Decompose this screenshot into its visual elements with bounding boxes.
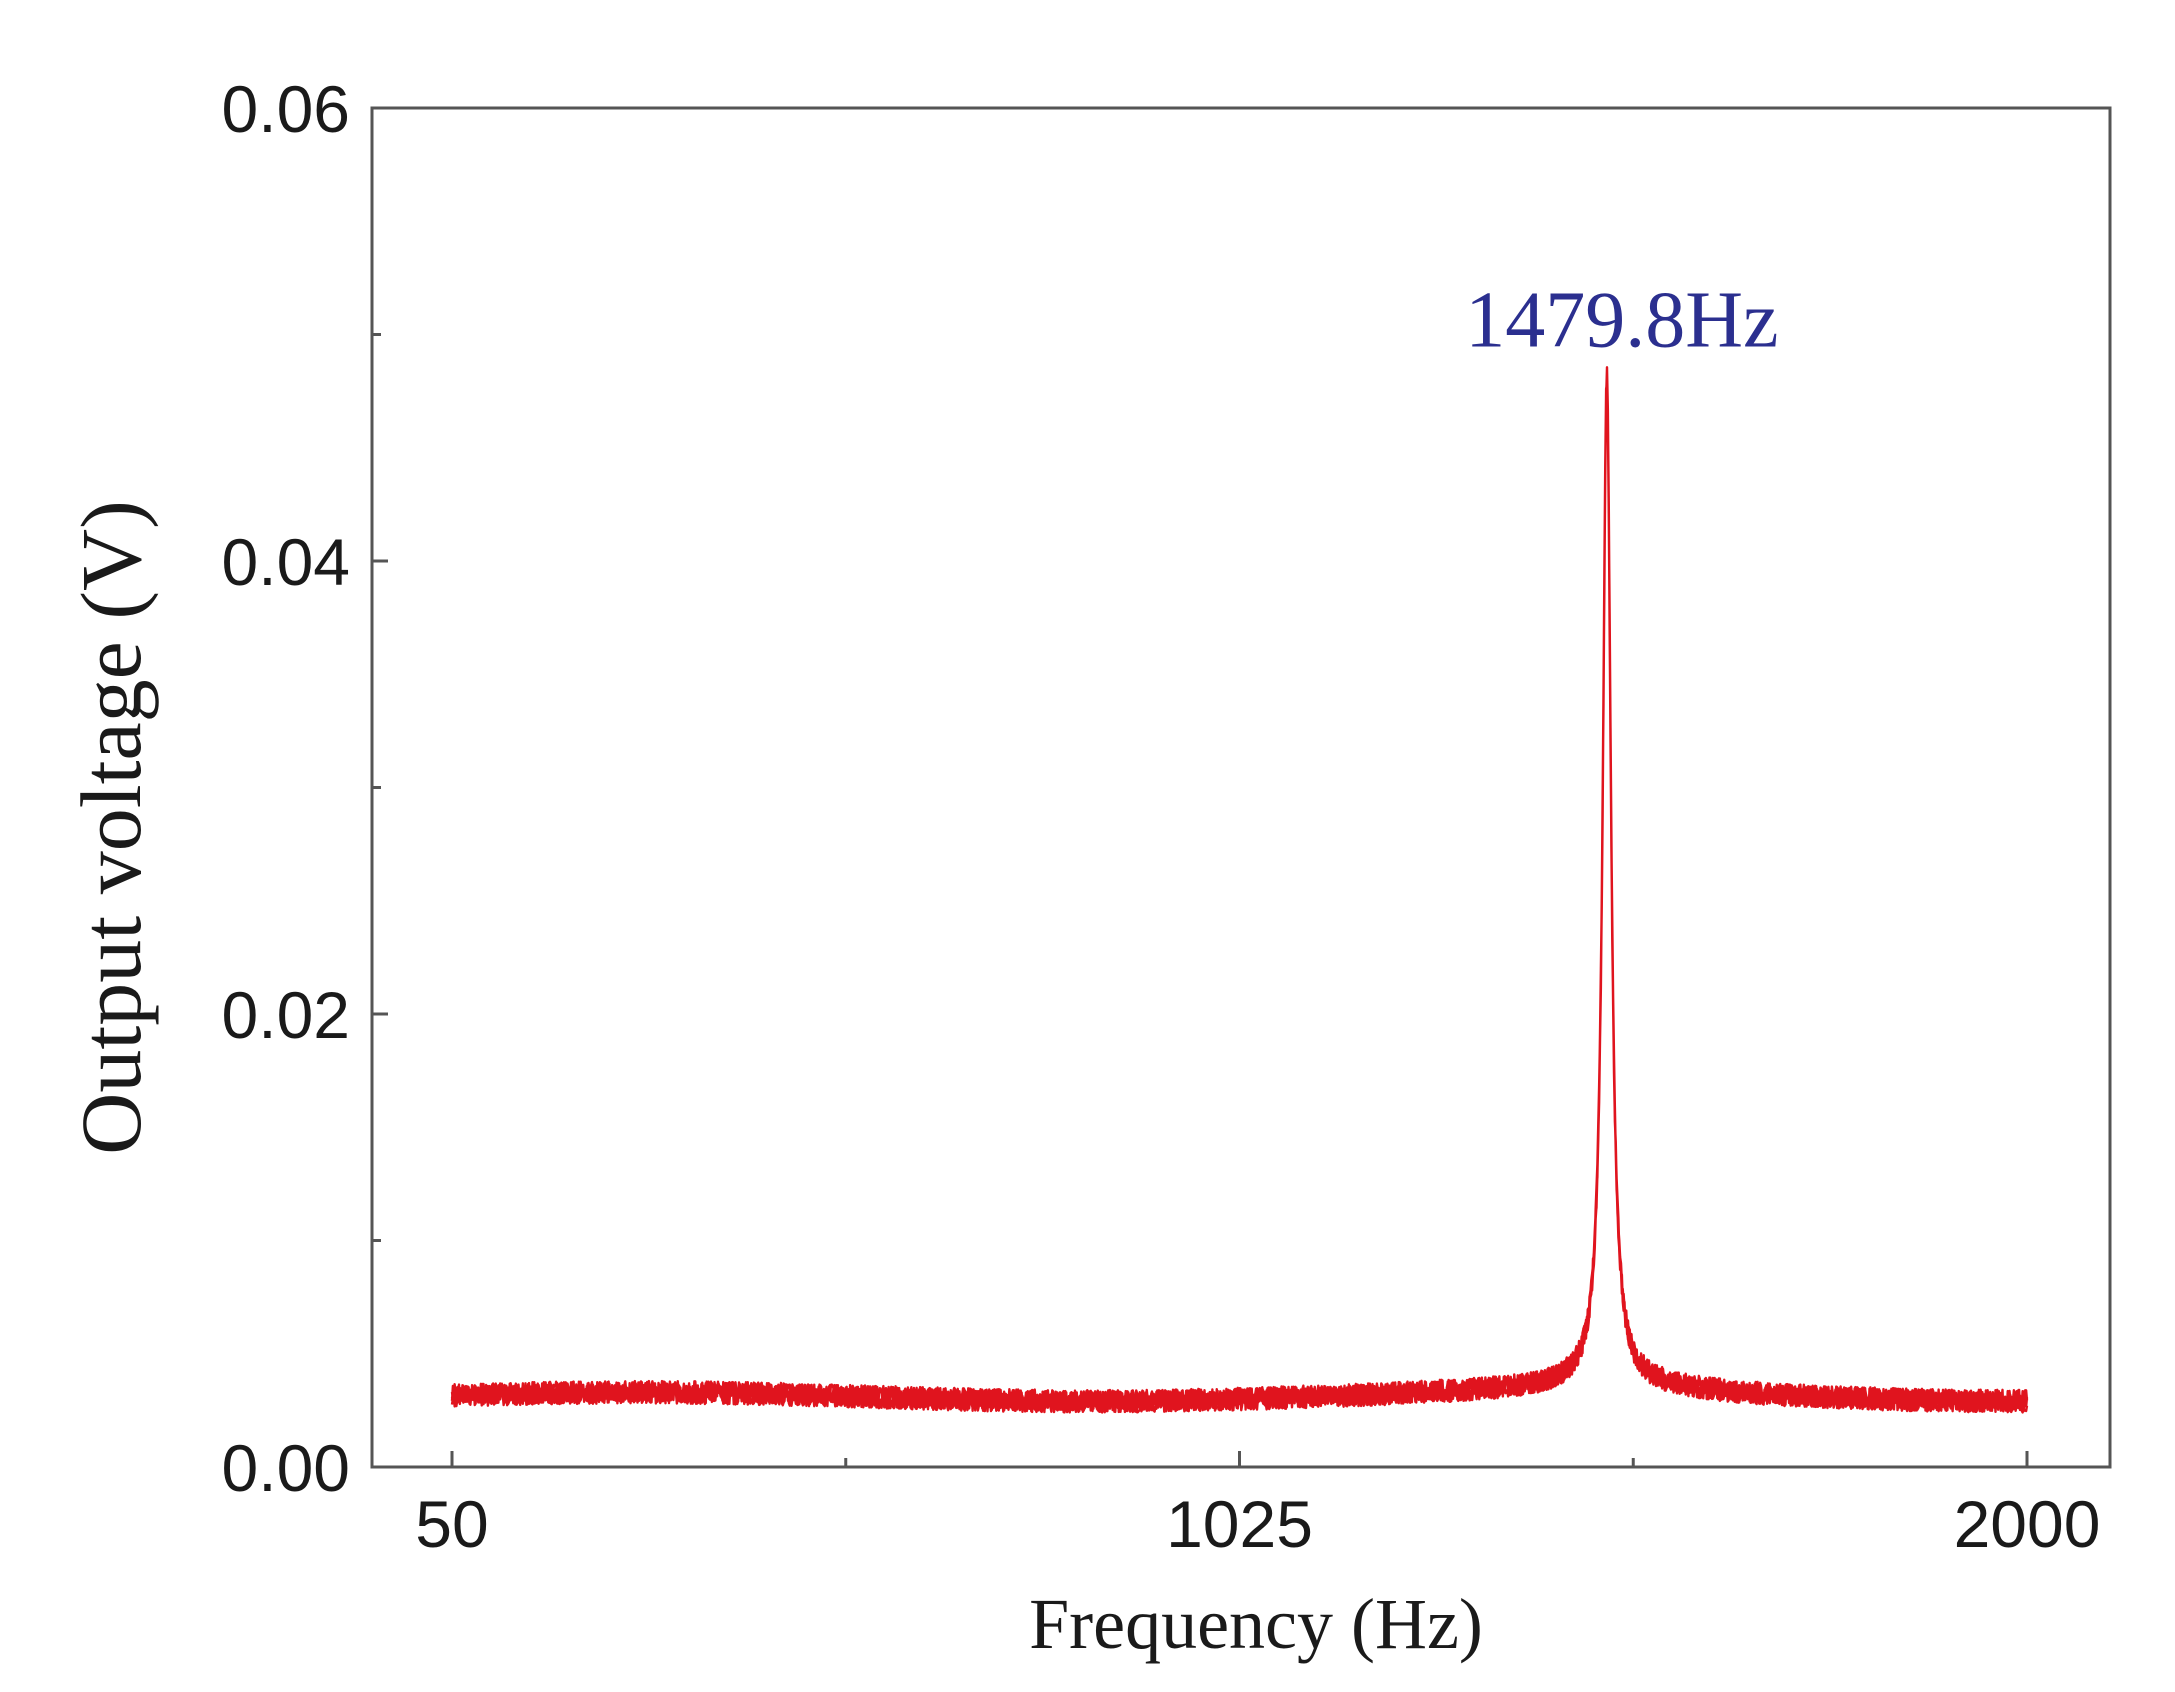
y-axis-title: Output voltage (V) [63,500,159,1154]
x-tick-label: 2000 [1954,1487,2101,1561]
plot-frame [370,106,2112,1469]
x-axis-title: Frequency (Hz) [1029,1584,1483,1664]
y-tick-label: 0.02 [222,978,350,1052]
peak-annotation: 1479.8Hz [1465,276,1778,364]
y-tick-label: 0.04 [222,525,350,599]
y-tick-label: 0.00 [222,1431,350,1505]
series-line [450,366,2029,1414]
x-tick-label: 1025 [1166,1487,1313,1561]
y-tick-label: 0.06 [222,72,350,146]
x-tick-label: 50 [415,1487,488,1561]
